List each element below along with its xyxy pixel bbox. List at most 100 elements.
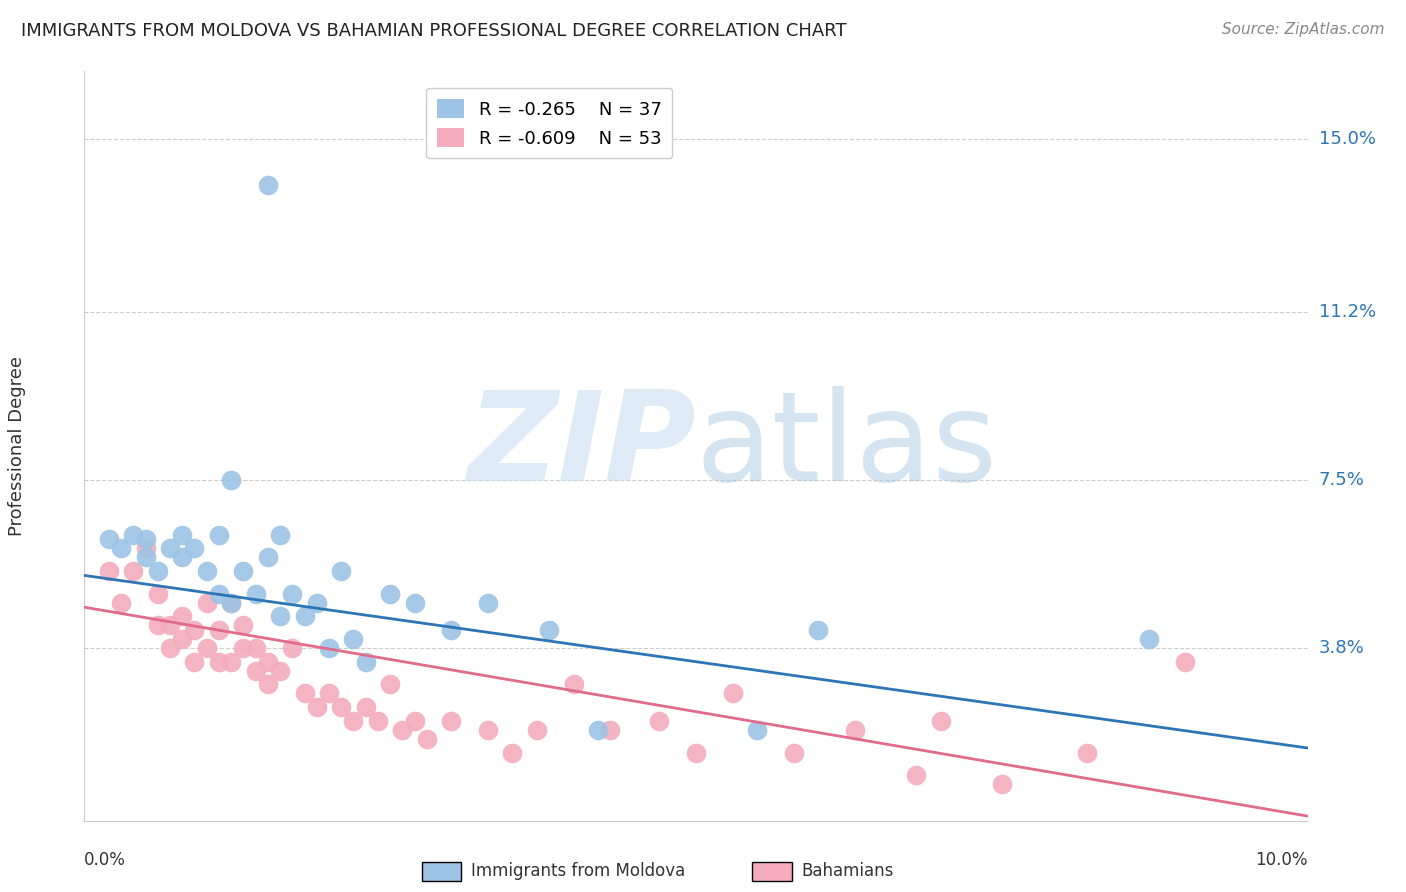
Point (146, 586, 169, 600)
Point (380, 586, 402, 600)
Text: 3.8%: 3.8% (1319, 639, 1364, 657)
Point (257, 550, 280, 565)
Point (905, 768, 928, 782)
Point (172, 527, 194, 541)
Point (245, 586, 267, 600)
Point (404, 714, 426, 728)
Point (219, 596, 242, 610)
Point (269, 609, 291, 624)
Point (721, 686, 744, 700)
Point (685, 746, 707, 760)
Point (281, 641, 304, 656)
Point (294, 609, 316, 624)
Point (146, 618, 169, 632)
Point (245, 641, 267, 656)
Text: atlas: atlas (696, 385, 998, 507)
Point (991, 777, 1014, 791)
Point (195, 641, 218, 656)
Point (135, 550, 157, 565)
Point (929, 714, 952, 728)
Point (305, 700, 328, 714)
Point (195, 596, 218, 610)
Point (783, 746, 806, 760)
Point (416, 731, 439, 746)
Point (648, 714, 671, 728)
Point (257, 677, 280, 691)
Point (135, 541, 157, 556)
Point (404, 596, 426, 610)
Text: Source: ZipAtlas.com: Source: ZipAtlas.com (1222, 22, 1385, 37)
Point (1137, 632, 1160, 646)
Point (294, 686, 316, 700)
Point (318, 641, 340, 656)
Text: Professional Degree: Professional Degree (8, 356, 27, 536)
Point (318, 686, 340, 700)
Point (269, 664, 291, 678)
Point (219, 596, 242, 610)
Point (257, 655, 280, 669)
Point (159, 618, 181, 632)
Point (1076, 746, 1098, 760)
Point (440, 623, 463, 637)
Point (183, 623, 205, 637)
Point (183, 541, 205, 556)
Text: 0.0%: 0.0% (84, 851, 127, 869)
Point (844, 723, 866, 737)
Point (391, 723, 413, 737)
Point (208, 655, 231, 669)
Point (586, 723, 609, 737)
Point (257, 178, 280, 192)
Point (281, 586, 304, 600)
Point (477, 596, 499, 610)
Text: 10.0%: 10.0% (1256, 851, 1308, 869)
Point (135, 532, 157, 546)
Point (330, 564, 353, 578)
Point (330, 700, 353, 714)
Point (208, 623, 231, 637)
Point (97, 532, 120, 546)
Point (159, 641, 181, 656)
Point (245, 664, 267, 678)
Text: Bahamians: Bahamians (801, 863, 894, 880)
Point (599, 723, 621, 737)
Point (354, 700, 377, 714)
Point (110, 541, 132, 556)
Point (122, 564, 145, 578)
Point (172, 632, 194, 646)
Text: 7.5%: 7.5% (1319, 471, 1365, 489)
Point (367, 714, 389, 728)
Text: IMMIGRANTS FROM MOLDOVA VS BAHAMIAN PROFESSIONAL DEGREE CORRELATION CHART: IMMIGRANTS FROM MOLDOVA VS BAHAMIAN PROF… (21, 22, 846, 40)
Point (172, 609, 194, 624)
Point (342, 714, 364, 728)
Text: Immigrants from Moldova: Immigrants from Moldova (471, 863, 685, 880)
Point (342, 632, 364, 646)
Point (195, 564, 218, 578)
Point (122, 527, 145, 541)
Point (219, 473, 242, 487)
Point (526, 723, 548, 737)
Point (538, 623, 561, 637)
Point (208, 586, 231, 600)
Point (562, 677, 585, 691)
Point (232, 618, 254, 632)
Point (807, 623, 830, 637)
Point (183, 655, 205, 669)
Point (159, 541, 181, 556)
Point (354, 655, 377, 669)
Text: ZIP: ZIP (467, 385, 696, 507)
Point (477, 723, 499, 737)
Point (305, 596, 328, 610)
Point (502, 746, 524, 760)
Point (380, 677, 402, 691)
Point (219, 655, 242, 669)
Point (110, 596, 132, 610)
Point (208, 527, 231, 541)
Point (232, 564, 254, 578)
Point (1174, 655, 1197, 669)
Point (269, 527, 291, 541)
Point (172, 550, 194, 565)
Text: 11.2%: 11.2% (1319, 303, 1376, 321)
Point (747, 723, 769, 737)
Text: 15.0%: 15.0% (1319, 130, 1375, 148)
Point (97, 564, 120, 578)
